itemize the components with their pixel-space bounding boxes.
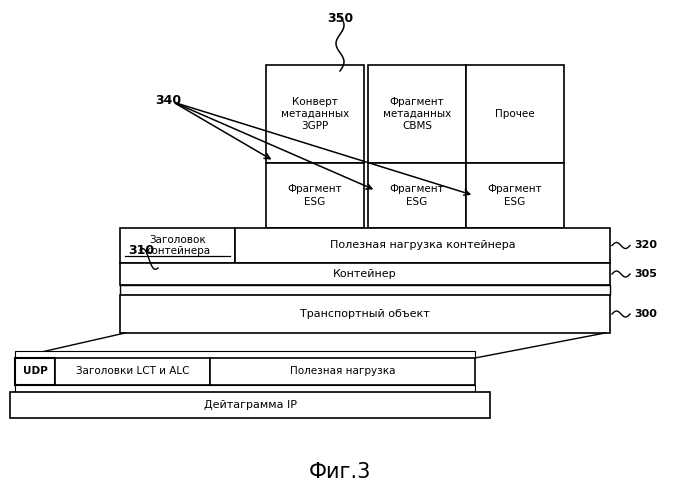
Text: 305: 305 xyxy=(634,269,657,279)
Bar xyxy=(120,263,610,285)
Text: Фрагмент
метаданных
CBMS: Фрагмент метаданных CBMS xyxy=(383,96,451,132)
Bar xyxy=(55,358,210,385)
Bar xyxy=(10,392,490,418)
Bar xyxy=(266,65,364,163)
Text: Заголовок
контейнера: Заголовок контейнера xyxy=(145,234,210,256)
Text: Фиг.3: Фиг.3 xyxy=(309,462,371,482)
Text: 340: 340 xyxy=(155,94,181,106)
Text: Прочее: Прочее xyxy=(495,109,535,119)
Bar xyxy=(210,358,475,385)
Text: Транспортный объект: Транспортный объект xyxy=(300,309,430,319)
Text: UDP: UDP xyxy=(22,366,48,376)
Bar xyxy=(120,295,610,333)
Text: Заголовки LCT и ALC: Заголовки LCT и ALC xyxy=(76,366,189,376)
Text: 350: 350 xyxy=(327,12,353,25)
Bar xyxy=(368,163,466,228)
Text: Полезная нагрузка: Полезная нагрузка xyxy=(290,366,395,376)
Bar xyxy=(466,163,564,228)
Bar xyxy=(235,228,610,263)
Bar xyxy=(15,385,475,392)
Text: Конверт
метаданных
3GPP: Конверт метаданных 3GPP xyxy=(281,96,349,132)
Bar xyxy=(466,65,564,163)
Bar xyxy=(266,163,364,228)
Text: Полезная нагрузка контейнера: Полезная нагрузка контейнера xyxy=(330,240,515,250)
Text: Дейтаграмма IP: Дейтаграмма IP xyxy=(204,400,297,410)
Bar xyxy=(15,358,55,385)
Text: Фрагмент
ESG: Фрагмент ESG xyxy=(488,184,543,206)
Bar xyxy=(368,65,466,163)
Text: 300: 300 xyxy=(634,309,657,319)
Text: Фрагмент
ESG: Фрагмент ESG xyxy=(288,184,342,206)
Text: 320: 320 xyxy=(634,240,657,250)
Text: Фрагмент
ESG: Фрагмент ESG xyxy=(390,184,444,206)
Text: Контейнер: Контейнер xyxy=(333,269,397,279)
Text: 310: 310 xyxy=(128,244,154,256)
Bar xyxy=(120,228,235,263)
Bar xyxy=(120,285,610,295)
Bar xyxy=(15,351,475,358)
